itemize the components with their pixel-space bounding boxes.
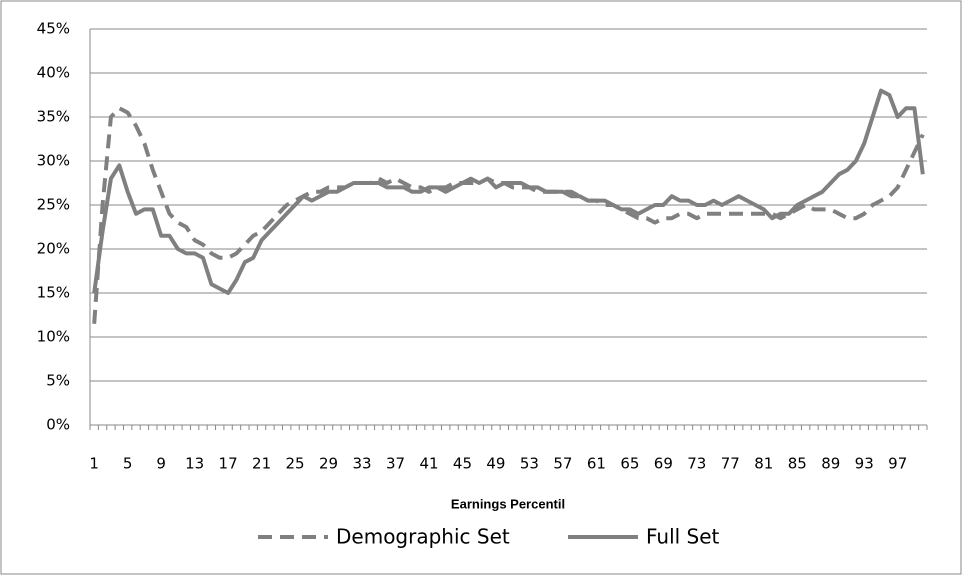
x-tick-label: 45 — [453, 455, 472, 473]
x-tick-label: 49 — [486, 455, 505, 473]
x-tick-label: 89 — [821, 455, 840, 473]
legend-label: Demographic Set — [336, 525, 510, 549]
x-tick-label: 69 — [654, 455, 673, 473]
x-tick-label: 61 — [587, 455, 606, 473]
x-tick-label: 81 — [754, 455, 773, 473]
x-tick-label: 17 — [219, 455, 238, 473]
x-tick-label: 9 — [156, 455, 166, 473]
x-tick-label: 29 — [319, 455, 338, 473]
x-tick-label: 97 — [888, 455, 907, 473]
x-tick-label: 33 — [352, 455, 371, 473]
series-line — [92, 106, 925, 324]
y-tick-label: 15% — [37, 284, 70, 302]
x-tick-label: 57 — [553, 455, 572, 473]
x-tick-label: 1 — [89, 455, 99, 473]
x-tick-label: 21 — [252, 455, 271, 473]
x-tick-label: 93 — [855, 455, 874, 473]
x-tick-label: 85 — [788, 455, 807, 473]
x-tick-label: 77 — [721, 455, 740, 473]
y-tick-label: 40% — [37, 64, 70, 82]
y-tick-label: 30% — [37, 152, 70, 170]
y-tick-label: 20% — [37, 240, 70, 258]
x-tick-label: 13 — [185, 455, 204, 473]
legend-label: Full Set — [646, 525, 720, 549]
y-tick-label: 45% — [37, 20, 70, 38]
x-tick-label: 53 — [520, 455, 539, 473]
x-tick-label: 65 — [620, 455, 639, 473]
x-tick-label: 25 — [286, 455, 305, 473]
y-tick-label: 5% — [46, 372, 70, 390]
x-axis-title: Earnings Percentil — [451, 496, 565, 511]
x-tick-label: 37 — [386, 455, 405, 473]
y-tick-label: 0% — [46, 416, 70, 434]
y-tick-label: 10% — [37, 328, 70, 346]
x-tick-label: 5 — [123, 455, 133, 473]
x-tick-label: 73 — [687, 455, 706, 473]
y-tick-label: 35% — [37, 108, 70, 126]
series-line — [92, 88, 925, 295]
x-tick-label: 41 — [419, 455, 438, 473]
y-tick-label: 25% — [37, 196, 70, 214]
